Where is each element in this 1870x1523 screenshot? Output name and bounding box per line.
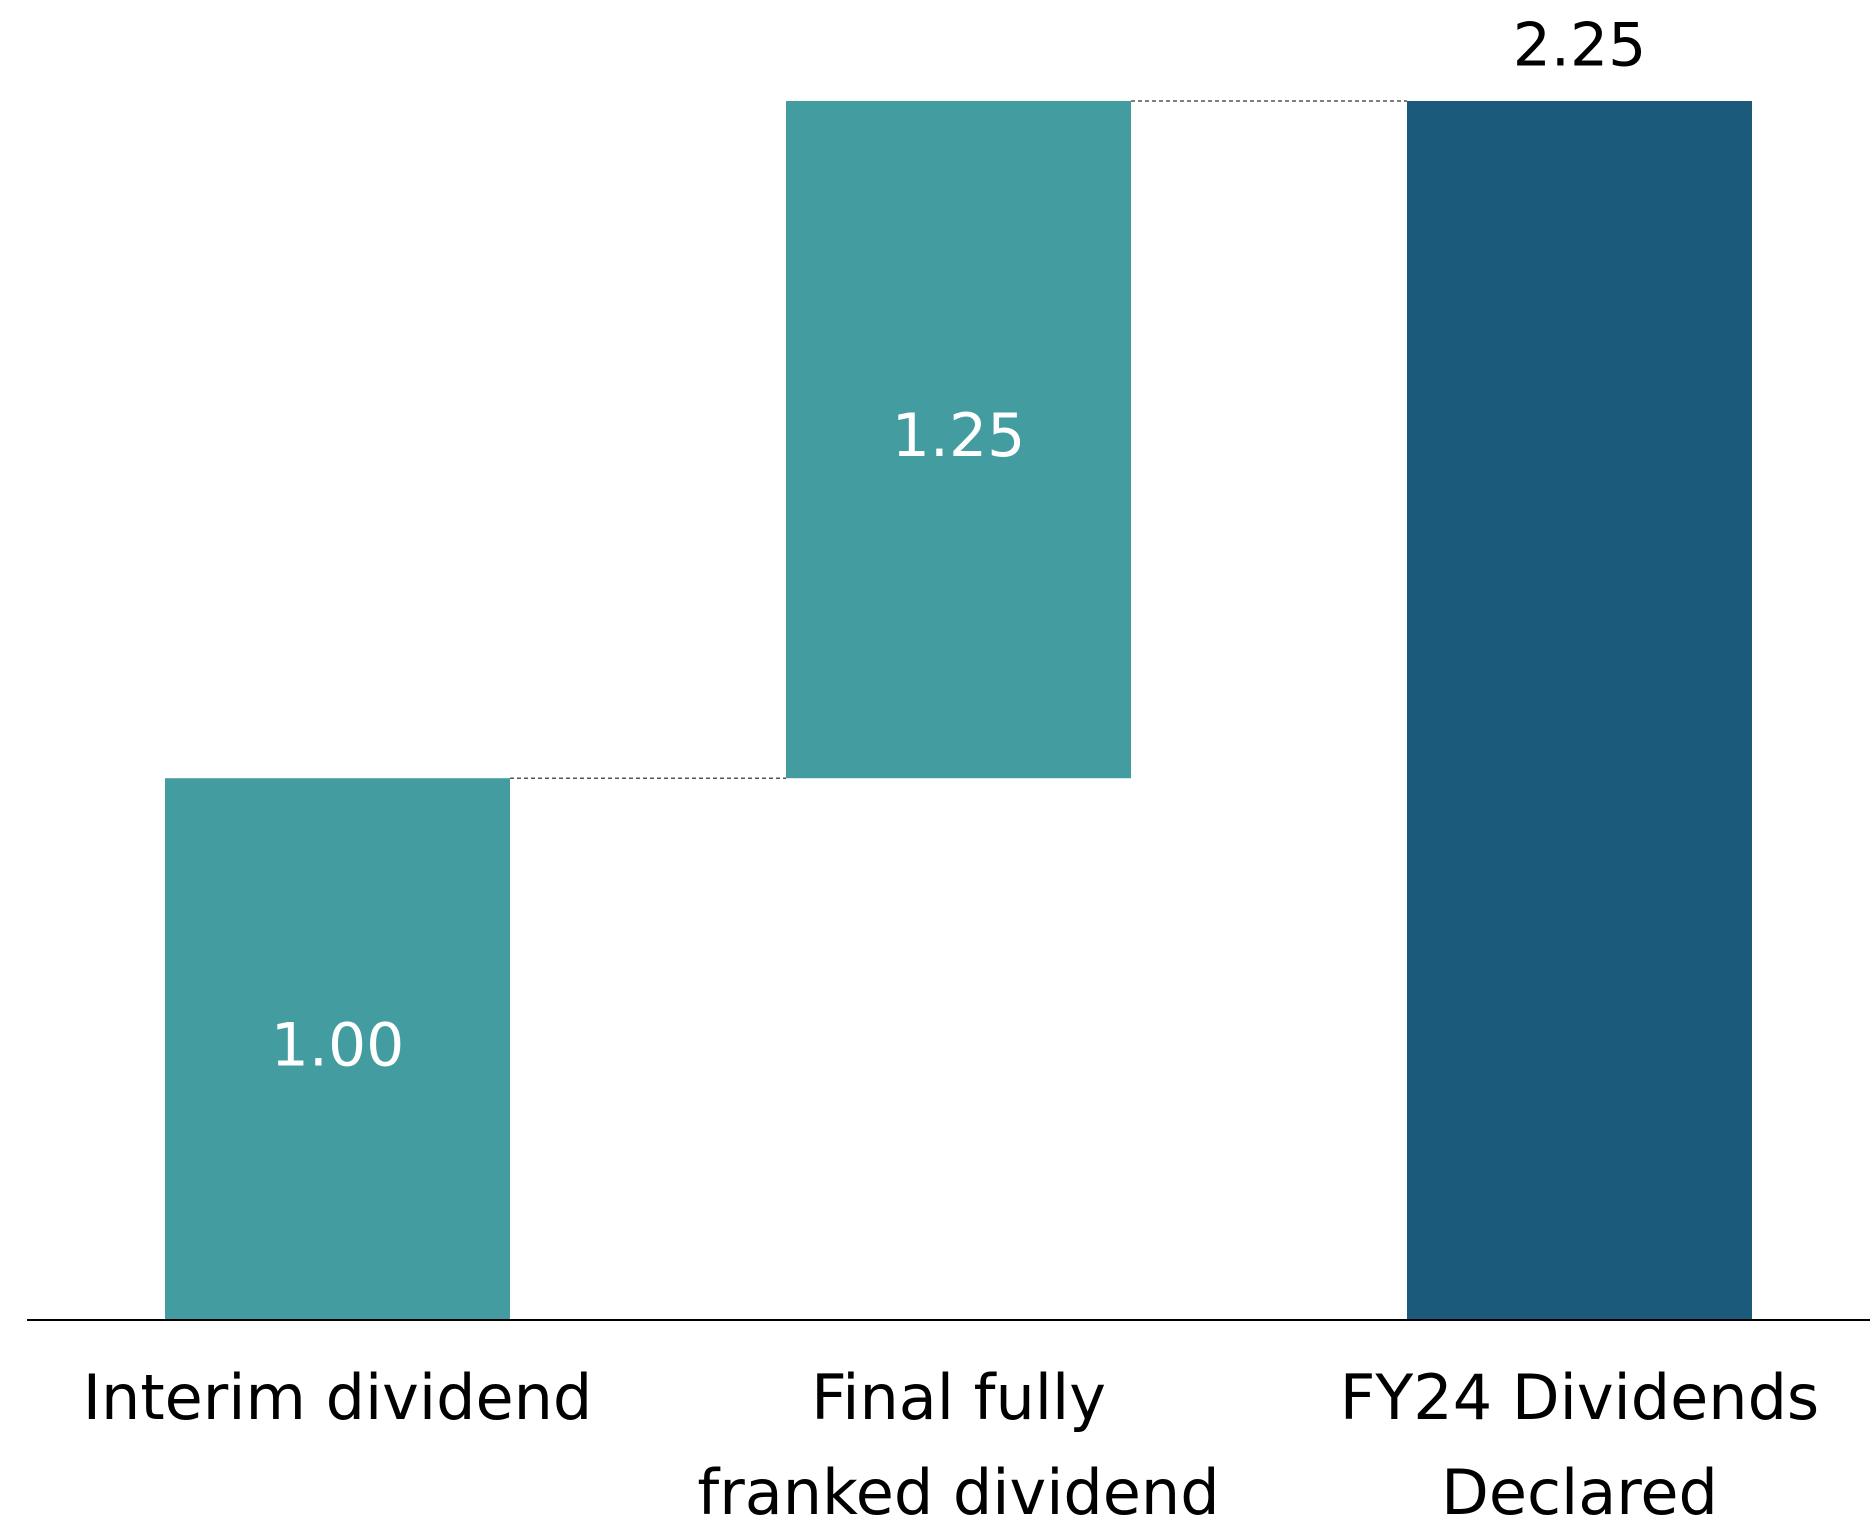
value-label: 1.25 [892, 401, 1026, 471]
value-label: 2.25 [1513, 11, 1647, 81]
x-tick-label: Final fully franked dividend [697, 1361, 1220, 1523]
x-tick-label: Interim dividend [82, 1361, 593, 1434]
bar [786, 101, 1131, 779]
bar [1407, 101, 1752, 1320]
bar [165, 778, 510, 1320]
x-tick-label: FY24 Dividends Declared [1339, 1361, 1820, 1523]
value-label: 1.00 [271, 1011, 405, 1081]
